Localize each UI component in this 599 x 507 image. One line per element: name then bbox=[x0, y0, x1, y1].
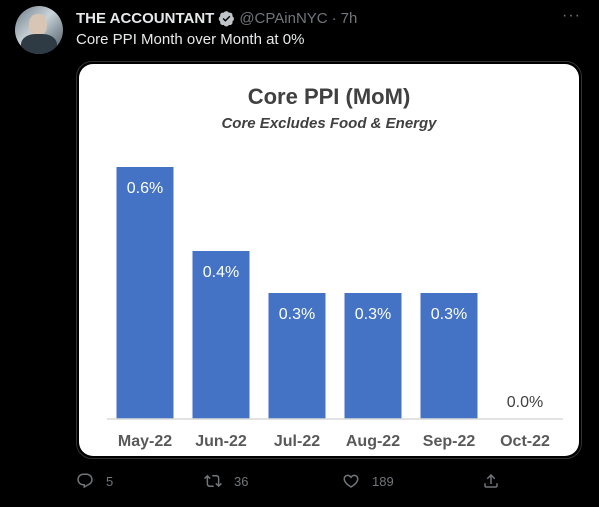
share-icon bbox=[484, 473, 498, 488]
x-tick-label: Oct-22 bbox=[500, 433, 550, 450]
data-label-sep-22: 0.3% bbox=[431, 306, 467, 323]
data-label-aug-22: 0.3% bbox=[355, 306, 391, 323]
reply-icon bbox=[77, 473, 93, 489]
data-label-jul-22: 0.3% bbox=[279, 306, 315, 323]
verified-badge-icon bbox=[219, 10, 235, 26]
media-card[interactable]: Core PPI (MoM) Core Excludes Food & Ener… bbox=[76, 61, 582, 459]
retweet-icon bbox=[204, 474, 222, 488]
bar-chart: 0.6% May-22 0.4% Jun-22 0.3% Jul-22 0.3% Aug-22… bbox=[107, 167, 563, 450]
reply-button[interactable]: 5 bbox=[76, 472, 113, 490]
x-tick-label: Aug-22 bbox=[346, 433, 400, 450]
avatar-face bbox=[29, 14, 47, 36]
tweet-text: Core PPI Month over Month at 0% bbox=[76, 31, 304, 48]
like-button[interactable]: 189 bbox=[342, 472, 394, 490]
tweet-timestamp[interactable]: 7h bbox=[340, 9, 358, 27]
x-tick-label: May-22 bbox=[118, 433, 172, 450]
bar-may-22 bbox=[116, 167, 174, 419]
author-handle[interactable]: @CPAinNYC bbox=[239, 9, 328, 27]
x-tick-label: Jun-22 bbox=[195, 433, 247, 450]
data-label-jun-22: 0.4% bbox=[203, 264, 239, 281]
share-button[interactable] bbox=[482, 472, 500, 490]
x-tick-label: Jul-22 bbox=[274, 433, 320, 450]
action-bar: 5 36 189 bbox=[76, 472, 506, 492]
reply-count: 5 bbox=[106, 473, 114, 489]
x-tick-label: Sep-22 bbox=[423, 433, 476, 450]
author-name[interactable]: THE ACCOUNTANT bbox=[76, 9, 215, 27]
data-label-oct-22: 0.0% bbox=[507, 394, 543, 411]
like-count: 189 bbox=[372, 473, 394, 489]
chart-title: Core PPI (MoM) bbox=[247, 84, 411, 109]
chart-image: Core PPI (MoM) Core Excludes Food & Ener… bbox=[79, 64, 579, 456]
separator-dot: · bbox=[331, 9, 337, 27]
more-options-icon[interactable]: ··· bbox=[562, 7, 581, 24]
chart-subtitle: Core Excludes Food & Energy bbox=[221, 115, 437, 132]
bar-jun-22 bbox=[192, 251, 250, 419]
tweet-header: THE ACCOUNTANT @CPAinNYC · 7h bbox=[76, 8, 357, 28]
bar-aug-22 bbox=[344, 293, 402, 419]
retweet-count: 36 bbox=[234, 473, 249, 489]
retweet-button[interactable]: 36 bbox=[204, 472, 248, 490]
avatar[interactable] bbox=[15, 6, 63, 54]
data-label-may-22: 0.6% bbox=[127, 180, 163, 197]
bar-jul-22 bbox=[268, 293, 326, 419]
avatar-body bbox=[21, 34, 57, 54]
bar-sep-22 bbox=[420, 293, 478, 419]
heart-icon bbox=[343, 474, 359, 488]
tweet-text-content: Core PPI Month over Month at 0% bbox=[76, 31, 305, 48]
